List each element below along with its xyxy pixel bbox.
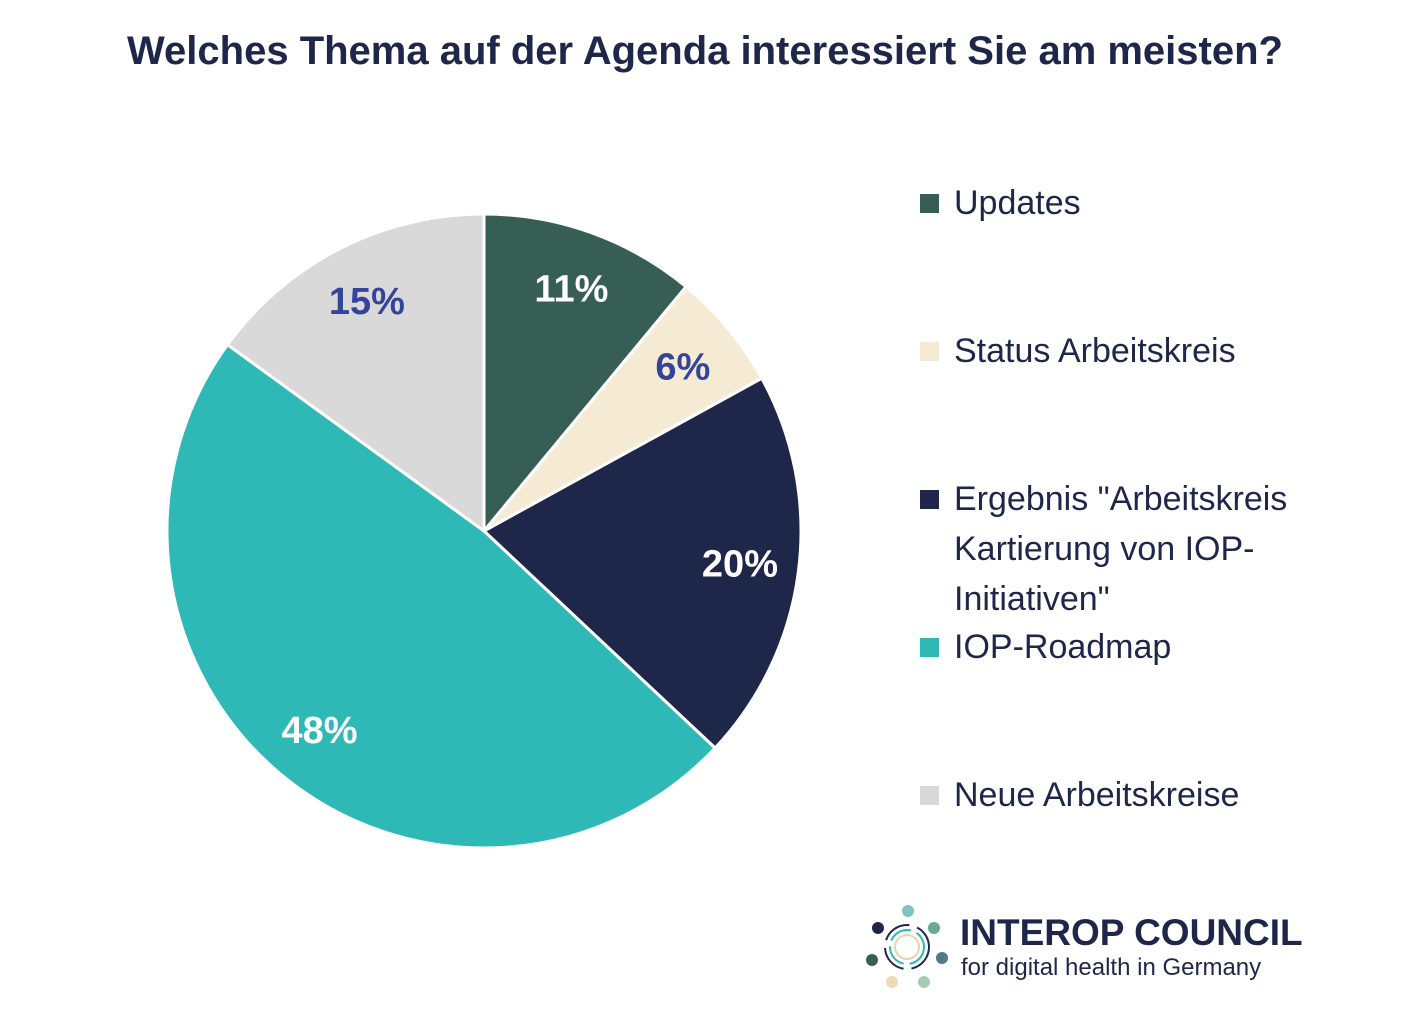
legend-item-3: IOP-Roadmap [920, 622, 1380, 672]
legend-item-1: Status Arbeitskreis [920, 326, 1380, 376]
data-label-2: 20% [702, 543, 778, 585]
legend-item-2: Ergebnis "Arbeitskreis Kartierung von IOP… [920, 474, 1380, 624]
legend-label: Neue Arbeitskreise [954, 776, 1240, 814]
pie-slice-2 [481, 376, 803, 751]
pie-slice-4 [225, 212, 486, 534]
logo-name: INTEROP COUNCIL [960, 912, 1303, 953]
legend-item-4: Neue Arbeitskreise [920, 770, 1380, 820]
legend-label: Ergebnis "Arbeitskreis Kartierung von IOP… [954, 480, 1288, 618]
legend-label: Updates [954, 184, 1081, 222]
legend-label: Status Arbeitskreis [954, 332, 1236, 370]
legend-swatch [920, 786, 939, 805]
chart-title: Welches Thema auf der Agenda interessier… [127, 29, 1283, 73]
pie-slice-1 [482, 284, 764, 533]
legend-label: IOP-Roadmap [954, 628, 1172, 666]
data-label-4: 15% [329, 281, 405, 323]
legend-swatch [920, 638, 939, 657]
logo-tagline: for digital health in Germany [961, 954, 1262, 981]
legend-swatch [920, 194, 939, 213]
legend-swatch [920, 342, 939, 361]
pie-slice-0 [482, 212, 689, 536]
data-label-1: 6% [655, 347, 710, 389]
interop-council-logo-icon [866, 905, 948, 988]
legend-item-0: Updates [920, 178, 1380, 228]
pie-slice-3 [165, 342, 718, 850]
data-label-0: 11% [534, 268, 608, 310]
data-label-3: 48% [282, 710, 358, 752]
legend-swatch [920, 490, 939, 509]
